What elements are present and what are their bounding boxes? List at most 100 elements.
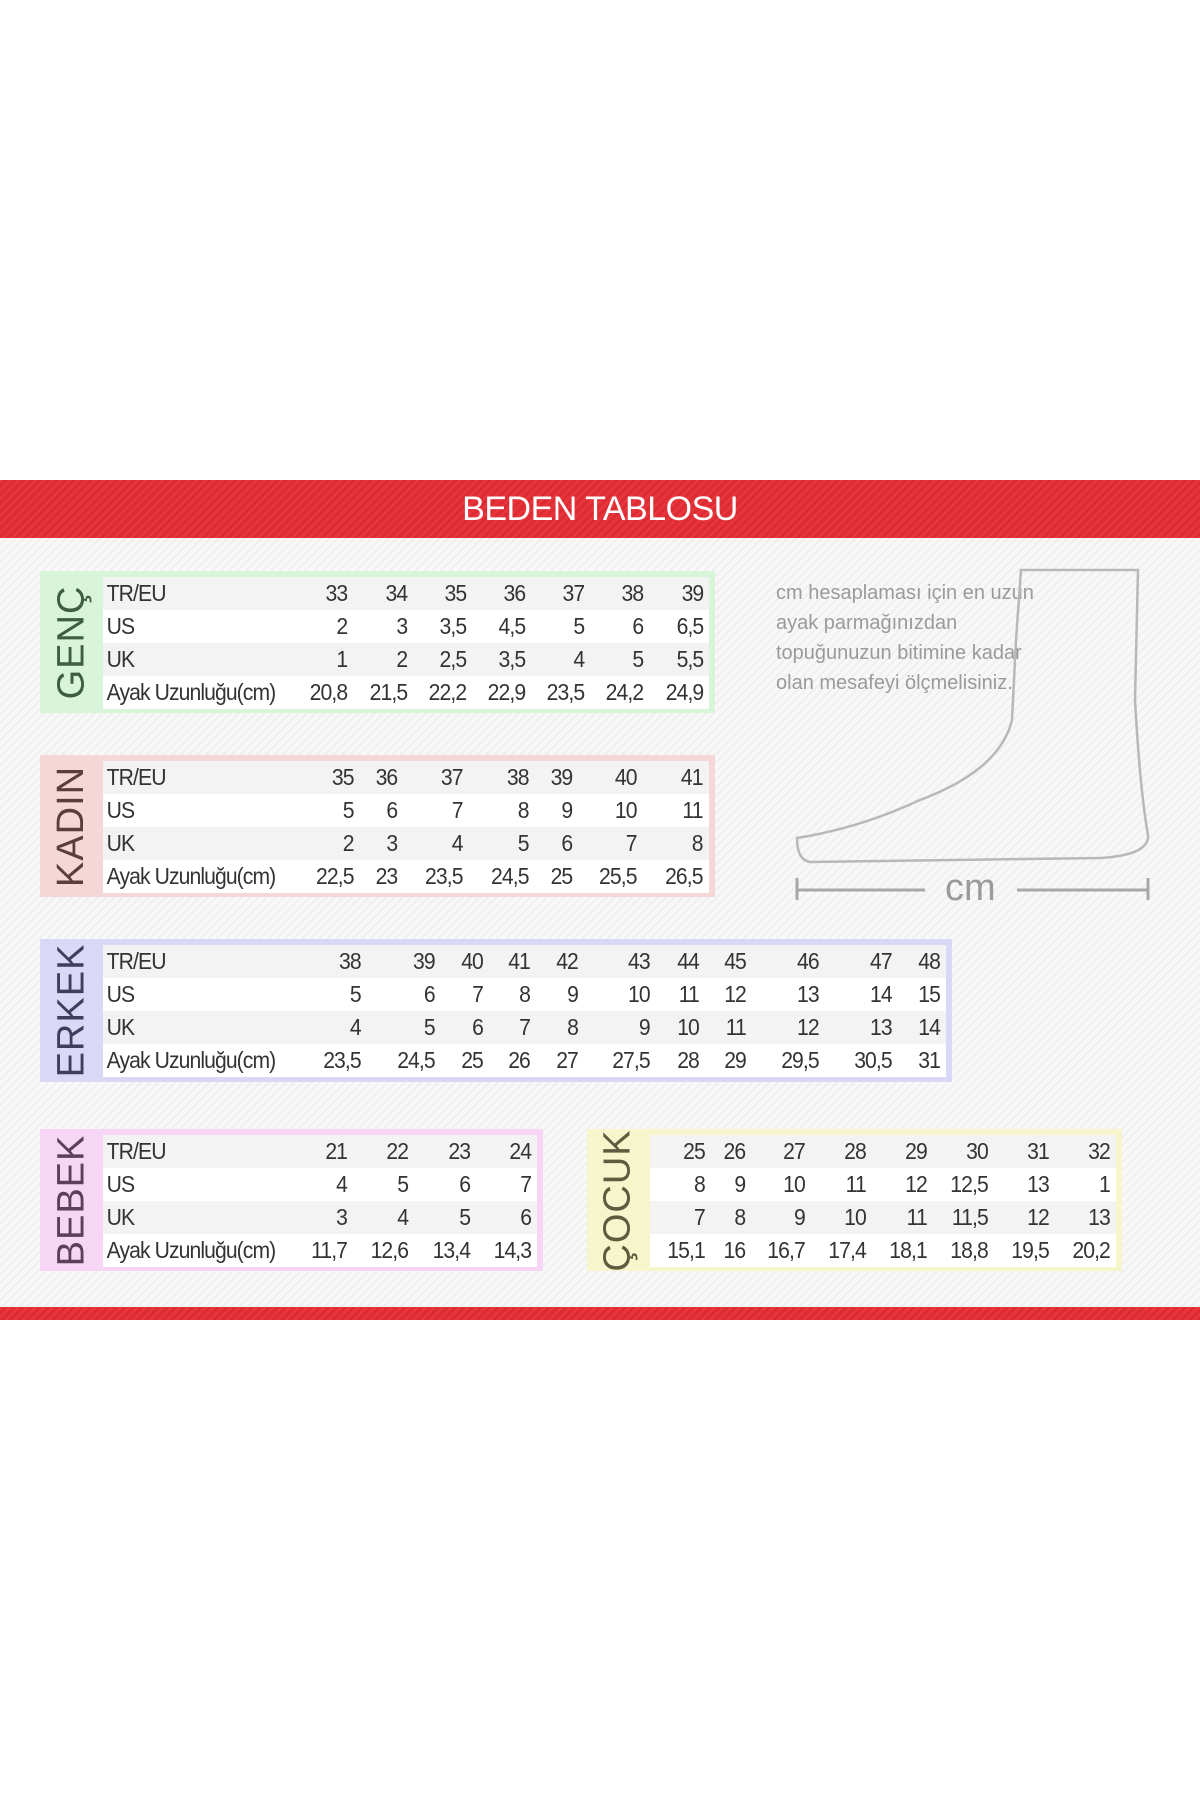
- row-label: UK: [106, 1204, 135, 1230]
- size-cell: 33: [325, 580, 349, 606]
- table-row: Ayak Uzunluğu(cm) 20,8 21,5 22,2 22,9 23,5 24,…: [103, 676, 709, 709]
- size-cell: 7: [471, 981, 484, 1007]
- size-cell: 28: [676, 1047, 700, 1073]
- size-cell: 5,5: [676, 646, 704, 672]
- row-label: Ayak Uzunluğu(cm): [106, 1047, 277, 1073]
- table-row: 8 9 10 11 12 12,5 13 1: [650, 1168, 1116, 1201]
- size-cell: 2: [336, 613, 349, 639]
- size-cell: 5: [350, 981, 362, 1007]
- size-cell: 37: [562, 580, 586, 606]
- size-cell: 13: [870, 1014, 893, 1040]
- size-cell: 16: [723, 1237, 746, 1263]
- size-cell: 6: [520, 1204, 532, 1230]
- row-label: Ayak Uzunluğu(cm): [106, 679, 277, 705]
- size-cell: 24,2: [606, 679, 644, 705]
- size-cell: 29: [724, 1047, 747, 1073]
- size-cell: 23,5: [546, 679, 585, 705]
- size-cell: 25: [461, 1047, 484, 1073]
- size-cell: 26: [508, 1047, 532, 1073]
- category-label: KADIN: [50, 765, 93, 887]
- size-cell: 28: [844, 1138, 867, 1164]
- table-row: Ayak Uzunluğu(cm) 11,7 12,6 13,4 14,3: [103, 1234, 537, 1267]
- size-cell: 15: [918, 981, 942, 1007]
- size-cell: 5: [517, 830, 529, 856]
- size-cell: 30: [966, 1138, 989, 1164]
- size-cell: 25,5: [599, 863, 637, 889]
- size-cell: 5: [342, 797, 355, 823]
- size-cell: 39: [412, 948, 436, 974]
- category-label: ERKEK: [50, 943, 93, 1078]
- size-cell: 7: [519, 1014, 531, 1040]
- size-cell: 24: [509, 1138, 532, 1164]
- size-cell: 3,5: [498, 646, 526, 672]
- size-cell: 39: [681, 580, 704, 606]
- size-cell: 6: [471, 1014, 484, 1040]
- size-cell: 45: [724, 948, 747, 974]
- table-row: UK 2 3 4 5 6 7 8: [103, 827, 709, 860]
- bottom-bar: [0, 1307, 1200, 1320]
- table-row: UK 3 4 5 6: [103, 1201, 537, 1234]
- size-cell: 12,5: [950, 1171, 988, 1197]
- size-cell: 24,9: [665, 679, 703, 705]
- size-cell: 14: [870, 981, 893, 1007]
- size-cell: 10: [844, 1204, 867, 1230]
- size-cell: 32: [1088, 1138, 1111, 1164]
- row-label: US: [106, 981, 135, 1007]
- size-cell: 1: [336, 646, 349, 672]
- size-cell: 25: [550, 863, 573, 889]
- size-cell: 8: [693, 1171, 706, 1197]
- size-cell: 29,5: [780, 1047, 819, 1073]
- size-cell: 11,7: [311, 1237, 348, 1263]
- size-cell: 4,5: [498, 613, 526, 639]
- size-cell: 5: [573, 613, 586, 639]
- size-cell: 13: [1027, 1171, 1050, 1197]
- size-cell: 8: [517, 797, 529, 823]
- size-cell: 27,5: [612, 1047, 651, 1073]
- size-cell: 21,5: [369, 679, 407, 705]
- size-cell: 4: [350, 1014, 362, 1040]
- size-cell: 41: [508, 948, 532, 974]
- size-cell: 26: [723, 1138, 746, 1164]
- size-cell: 40: [615, 764, 638, 790]
- size-cell: 12: [796, 1014, 820, 1040]
- size-cell: 20,8: [309, 679, 348, 705]
- size-cell: 3: [336, 1204, 348, 1230]
- size-cell: 39: [550, 764, 573, 790]
- size-cell: 8: [734, 1204, 746, 1230]
- size-cell: 2: [395, 646, 408, 672]
- size-cell: 18,8: [950, 1237, 988, 1263]
- size-cell: 12: [724, 981, 747, 1007]
- size-cell: 6: [632, 613, 645, 639]
- size-cell: 23,5: [323, 1047, 361, 1073]
- table-row: 15,1 16 16,7 17,4 18,1 18,8 19,5 20,2: [650, 1234, 1116, 1267]
- size-cell: 11: [845, 1171, 867, 1197]
- table-row: US 5 6 7 8 9 10 11 12 13 14 15: [103, 978, 946, 1011]
- size-cell: 8: [519, 981, 531, 1007]
- size-cell: 4: [573, 646, 586, 672]
- measurement-instructions: cm hesaplaması için en uzun ayak parmağı…: [776, 582, 1034, 694]
- size-cell: 11: [726, 1014, 747, 1040]
- size-cell: 26,5: [665, 863, 703, 889]
- size-table-kadin: KADIN TR/EU 35 36 37 38 39 40 41 US 5 6 7 8 9 10 11 UK 2 3 4…: [40, 755, 715, 897]
- size-cell: 22,9: [487, 679, 526, 705]
- size-cell: 24,5: [396, 1047, 435, 1073]
- page-title: BEDEN TABLOSU: [0, 480, 1200, 538]
- size-cell: 27: [556, 1047, 579, 1073]
- size-cell: 7: [625, 830, 638, 856]
- size-cell: 31: [918, 1047, 942, 1073]
- size-cell: 41: [680, 764, 704, 790]
- size-cell: 2,5: [439, 646, 467, 672]
- size-cell: 6: [458, 1171, 471, 1197]
- category-label: GENÇ: [50, 585, 93, 699]
- size-cell: 11: [906, 1204, 928, 1230]
- size-cell: 5: [423, 1014, 435, 1040]
- size-cell: 12,6: [370, 1237, 409, 1263]
- table-row: Ayak Uzunluğu(cm) 22,5 23 23,5 24,5 25 25,5 26,…: [103, 860, 709, 893]
- size-cell: 22,5: [316, 863, 354, 889]
- size-cell: 4: [451, 830, 464, 856]
- size-cell: 38: [339, 948, 362, 974]
- size-cell: 6: [560, 830, 573, 856]
- row-label: US: [106, 797, 135, 823]
- size-cell: 13: [1088, 1204, 1111, 1230]
- row-label: UK: [106, 1014, 135, 1040]
